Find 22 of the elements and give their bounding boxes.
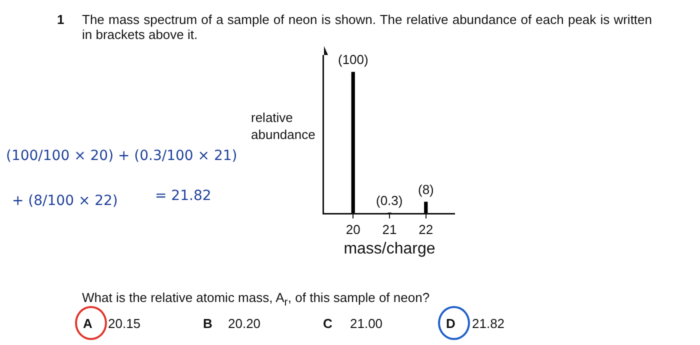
- text: A: [83, 316, 92, 331]
- text: 21.00: [350, 316, 383, 331]
- x-tick-label: 21: [382, 222, 397, 238]
- data-label: (8): [418, 182, 434, 197]
- data-label: (100): [338, 52, 368, 67]
- chart-title: The mass spectrum of a sample of neon is shown. The relative abundance of each peak is written in brackets above it.: [82, 12, 652, 42]
- text: 1: [57, 12, 64, 27]
- text: 21.82: [472, 316, 505, 331]
- x-axis-title: mass/charge: [344, 240, 436, 258]
- text: = 21.82: [155, 188, 212, 204]
- data-label: (0.3): [376, 193, 403, 208]
- text: (100/100 × 20) + (0.3/100 × 21): [6, 148, 238, 164]
- text: C: [323, 316, 332, 331]
- text: 20.20: [228, 316, 261, 331]
- text: B: [203, 316, 212, 331]
- text: + (8/100 × 22): [12, 193, 118, 209]
- text: D: [446, 316, 456, 331]
- x-tick-label: 22: [418, 222, 434, 238]
- x-tick-label: 20: [346, 222, 360, 238]
- text: What is the relative atomic mass, A$_{r}$, of this sample of neon?: [82, 290, 430, 309]
- y-axis-title: relative abundance: [251, 110, 316, 142]
- text: 20.15: [108, 316, 141, 331]
